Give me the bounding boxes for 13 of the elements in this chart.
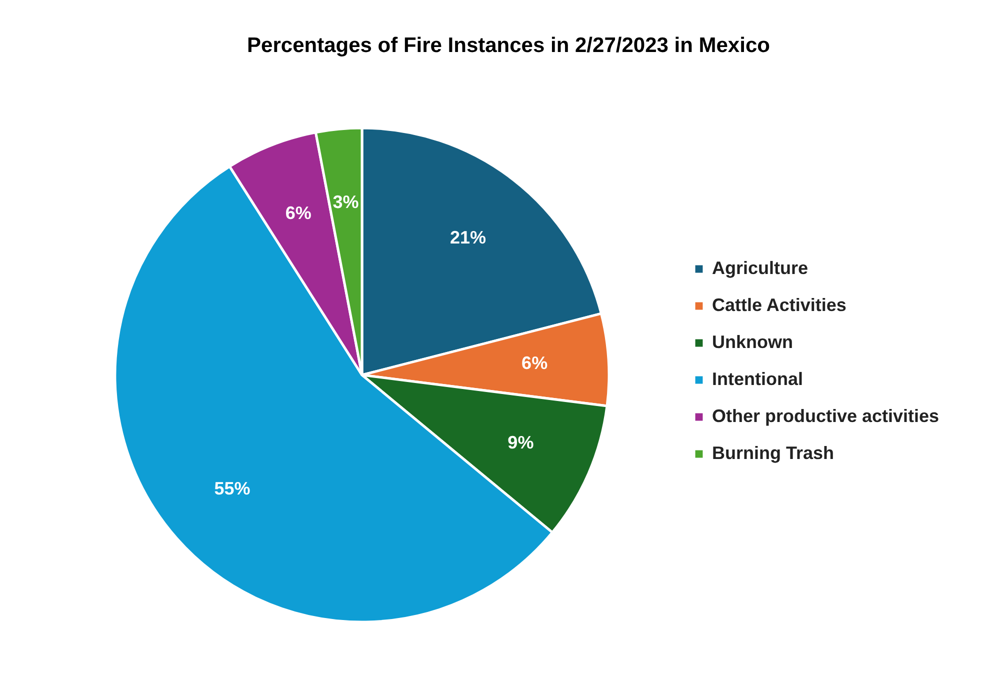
data-label: 3% [332, 192, 359, 212]
legend-label: Agriculture [712, 258, 808, 278]
data-label: 6% [285, 203, 312, 224]
data-label: 55% [214, 478, 250, 498]
data-label: 6% [522, 353, 548, 374]
legend-label: Unknown [712, 332, 793, 352]
chart-title: Percentages of Fire Instances in 2/27/2023 in Mexico [247, 34, 770, 57]
data-label: 21% [450, 227, 486, 248]
data-label: 9% [508, 432, 534, 453]
legend-label: Cattle Activities [712, 295, 846, 315]
legend-label: Other productive activities [712, 406, 940, 426]
legend-label: Burning Trash [712, 443, 834, 463]
legend-label: Intentional [712, 369, 803, 389]
